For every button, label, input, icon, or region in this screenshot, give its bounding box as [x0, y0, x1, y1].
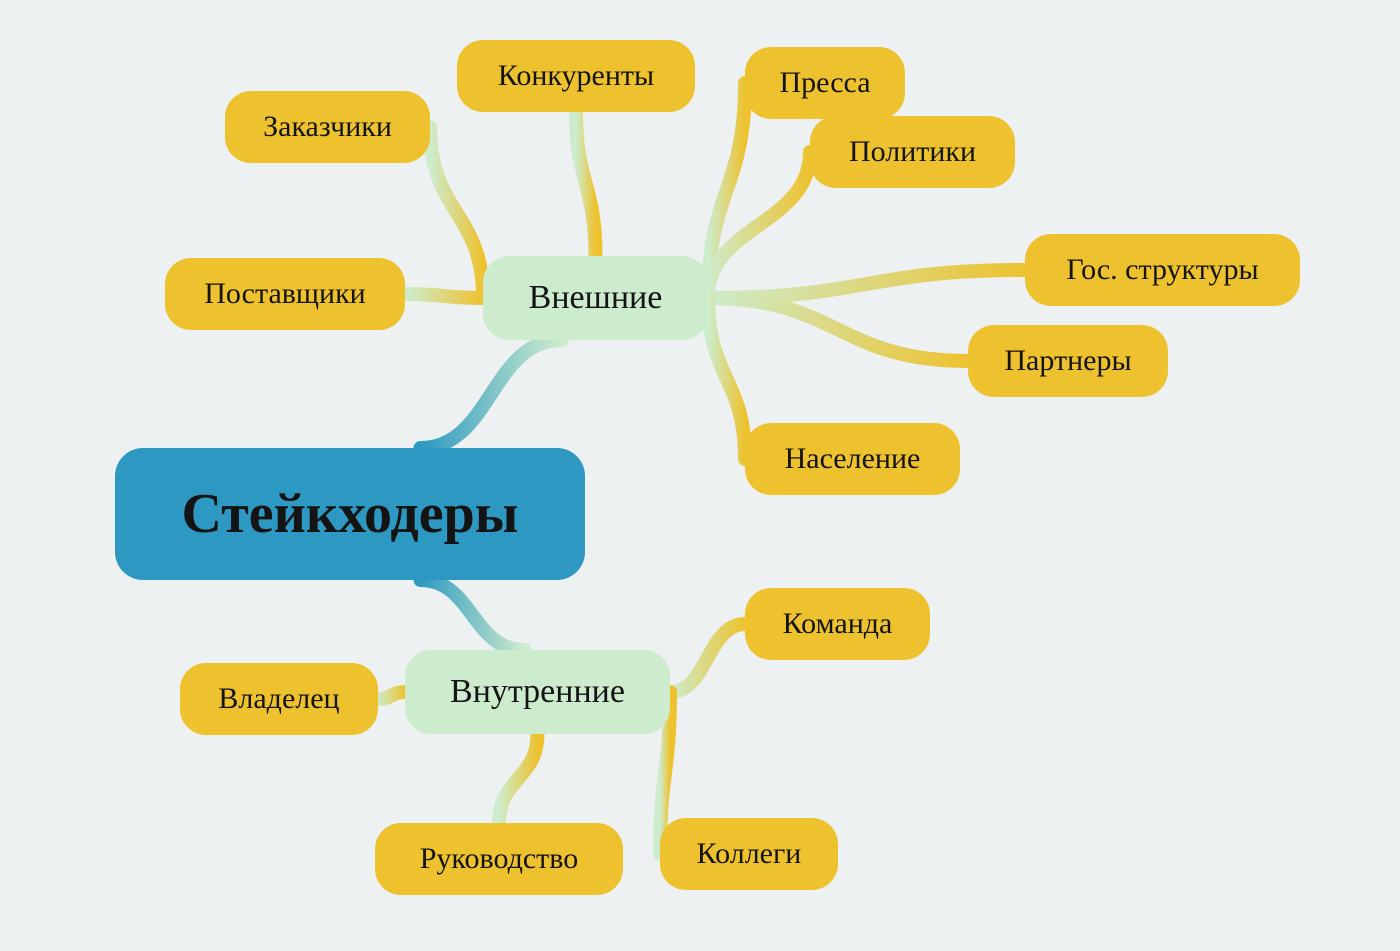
- edge-external-partners: [708, 298, 968, 361]
- node-external: Внешние: [483, 256, 708, 340]
- node-label: Коллеги: [697, 837, 802, 871]
- node-customers: Заказчики: [225, 91, 430, 163]
- node-label: Население: [785, 442, 921, 476]
- node-label: Партнеры: [1004, 344, 1131, 378]
- node-partners: Партнеры: [968, 325, 1168, 397]
- edge-internal-team: [670, 624, 745, 692]
- node-label: Внутренние: [450, 673, 625, 711]
- node-label: Заказчики: [263, 110, 392, 144]
- mindmap-canvas: Стейкходеры Внешние Внутренние Заказчики Кон…: [0, 0, 1400, 951]
- edge-external-competitors: [576, 112, 596, 256]
- node-label: Пресса: [779, 66, 870, 100]
- edge-external-population: [708, 298, 745, 459]
- node-owner: Владелец: [180, 663, 378, 735]
- node-team: Команда: [745, 588, 930, 660]
- node-internal: Внутренние: [405, 650, 670, 734]
- node-press: Пресса: [745, 47, 905, 119]
- node-management: Руководство: [375, 823, 623, 895]
- node-label: Владелец: [218, 682, 339, 716]
- edge-internal-owner: [378, 692, 405, 699]
- node-label: Внешние: [529, 279, 663, 317]
- edge-root-internal: [421, 580, 525, 650]
- edge-external-suppliers: [405, 294, 483, 298]
- edge-external-politicians: [708, 152, 810, 298]
- node-root: Стейкходеры: [115, 448, 585, 580]
- edge-external-press: [708, 83, 745, 298]
- node-politicians: Политики: [810, 116, 1015, 188]
- node-gov: Гос. структуры: [1025, 234, 1300, 306]
- edge-external-gov: [708, 270, 1025, 298]
- node-label: Гос. структуры: [1066, 253, 1258, 287]
- node-label: Политики: [849, 135, 976, 169]
- node-label: Поставщики: [204, 277, 365, 311]
- node-competitors: Конкуренты: [457, 40, 695, 112]
- node-label: Стейкходеры: [182, 482, 519, 546]
- node-suppliers: Поставщики: [165, 258, 405, 330]
- edge-external-customers: [430, 127, 483, 298]
- edge-internal-management: [499, 734, 538, 823]
- edge-root-external: [421, 340, 562, 448]
- node-population: Население: [745, 423, 960, 495]
- node-colleagues: Коллеги: [660, 818, 838, 890]
- node-label: Конкуренты: [498, 59, 654, 93]
- node-label: Команда: [783, 607, 893, 641]
- node-label: Руководство: [420, 842, 578, 876]
